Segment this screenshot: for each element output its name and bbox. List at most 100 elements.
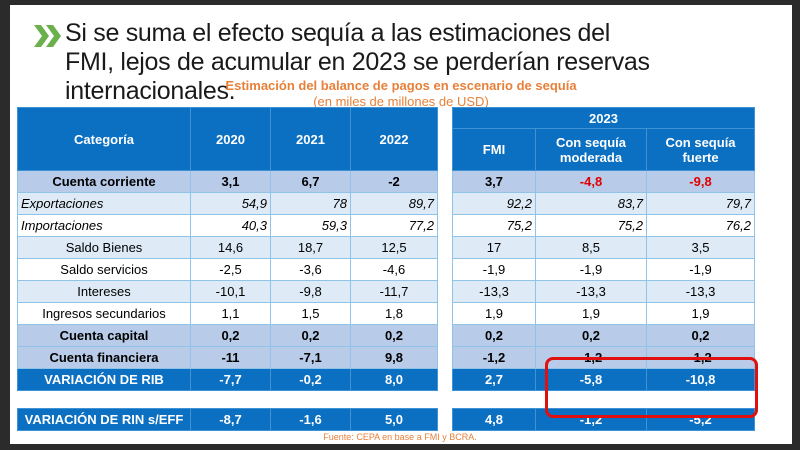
table-row: 75,2 75,2 76,2	[452, 214, 756, 237]
cell: -4,8	[535, 170, 647, 193]
cell: -5,8	[535, 368, 647, 391]
table-row: Exportaciones 54,9 78 89,7	[17, 192, 438, 215]
cell: -1,9	[452, 258, 536, 281]
cell: 17	[452, 236, 536, 259]
table-title: Estimación del balance de pagos en escen…	[225, 78, 577, 93]
row-label: Saldo Bienes	[17, 236, 191, 259]
cell: 4,8	[452, 408, 536, 431]
table-row	[17, 390, 438, 409]
table-units: (en miles de millones de USD)	[313, 94, 489, 109]
row-label: Exportaciones	[17, 192, 191, 215]
row-label: Importaciones	[17, 214, 191, 237]
cell: -0,2	[270, 368, 351, 391]
header-sequia-moderada: Con sequía moderada	[535, 128, 647, 171]
cell: 18,7	[270, 236, 351, 259]
cell: -11,7	[350, 280, 438, 303]
cell: 92,2	[452, 192, 536, 215]
cell: -13,3	[535, 280, 647, 303]
row-label: VARIACIÓN DE RIN s/EFF	[17, 408, 191, 431]
cell: -4,6	[350, 258, 438, 281]
header-fmi: FMI	[452, 128, 536, 171]
table-row: Importaciones 40,3 59,3 77,2	[17, 214, 438, 237]
cell: 54,9	[190, 192, 271, 215]
table-historical: Categoría 2020 2021 2022 Cuenta corrient…	[17, 107, 438, 431]
cell: 83,7	[535, 192, 647, 215]
cell: 79,7	[645, 192, 756, 215]
cell	[452, 390, 536, 409]
cell: -10,8	[645, 368, 756, 391]
cell: -2	[350, 170, 438, 193]
double-chevron-right-icon	[34, 25, 61, 47]
table-row: Saldo Bienes 14,6 18,7 12,5	[17, 236, 438, 259]
cell: 3,5	[645, 236, 756, 259]
table-row: Cuenta corriente 3,1 6,7 -2	[17, 170, 438, 193]
cell: 77,2	[350, 214, 438, 237]
cell: -1,6	[270, 408, 351, 431]
cell	[350, 390, 438, 409]
cell: 1,1	[190, 302, 271, 325]
cell: 0,2	[350, 324, 438, 347]
cell	[646, 390, 755, 409]
cell: 1,9	[645, 302, 756, 325]
row-label: Cuenta corriente	[17, 170, 191, 193]
slide-title: Si se suma el efecto sequía a las estima…	[65, 19, 650, 105]
cell: -1,9	[535, 258, 647, 281]
table-row: Intereses -10,1 -9,8 -11,7	[17, 280, 438, 303]
cell: -13,3	[645, 280, 756, 303]
table-row: Cuenta capital 0,2 0,2 0,2	[17, 324, 438, 347]
cell: -1,9	[645, 258, 756, 281]
table-row	[452, 390, 755, 409]
cell: 0,2	[645, 324, 756, 347]
header-2022: 2022	[350, 107, 438, 171]
cell: 8,5	[535, 236, 647, 259]
table-row: Saldo servicios -2,5 -3,6 -4,6	[17, 258, 438, 281]
cell: 1,5	[270, 302, 351, 325]
cell: 3,1	[190, 170, 271, 193]
header-sequia-fuerte: Con sequía fuerte	[645, 128, 756, 171]
table-row: 17 8,5 3,5	[452, 236, 756, 259]
cell: 0,2	[535, 324, 647, 347]
cell: -9,8	[270, 280, 351, 303]
cell: 0,2	[190, 324, 271, 347]
cell: -11	[190, 346, 271, 369]
cell: 8,0	[350, 368, 438, 391]
cell: 1,9	[535, 302, 647, 325]
cell: 6,7	[270, 170, 351, 193]
cell: -8,7	[190, 408, 271, 431]
cell: 3,7	[452, 170, 536, 193]
table-row: -13,3 -13,3 -13,3	[452, 280, 756, 303]
source-note: Fuente: CEPA en base a FMI y BCRA.	[323, 432, 477, 442]
cell: -7,7	[190, 368, 271, 391]
row-label: Ingresos secundarios	[17, 302, 191, 325]
cell: 75,2	[452, 214, 536, 237]
cell	[270, 390, 351, 409]
row-label: Saldo servicios	[17, 258, 191, 281]
cell: -3,6	[270, 258, 351, 281]
table-row: VARIACIÓN DE RIN s/EFF -8,7 -1,6 5,0	[17, 408, 438, 431]
table-row: Cuenta financiera -11 -7,1 9,8	[17, 346, 438, 369]
cell: 76,2	[645, 214, 756, 237]
cell: 78	[270, 192, 351, 215]
table-2023: 2023 FMI Con sequía moderada Con sequía …	[451, 107, 756, 431]
cell: -7,1	[270, 346, 351, 369]
table-row: 4,8 -1,2 -5,2	[452, 408, 756, 431]
cell: 0,2	[270, 324, 351, 347]
cell: -10,1	[190, 280, 271, 303]
row-label: Cuenta capital	[17, 324, 191, 347]
cell: 0,2	[452, 324, 536, 347]
header-2020: 2020	[190, 107, 271, 171]
row-label: VARIACIÓN DE RIB	[17, 368, 191, 391]
cell: 59,3	[270, 214, 351, 237]
cell	[535, 390, 647, 409]
table-row: 0,2 0,2 0,2	[452, 324, 756, 347]
cell: 2,7	[452, 368, 536, 391]
cell: -1,2	[452, 346, 536, 369]
table-row: 2,7 -5,8 -10,8	[452, 368, 756, 391]
cell: -9,8	[645, 170, 756, 193]
header-2021: 2021	[270, 107, 351, 171]
table-row: 1,9 1,9 1,9	[452, 302, 756, 325]
cell: -2,5	[190, 258, 271, 281]
cell: 40,3	[190, 214, 271, 237]
cell: 14,6	[190, 236, 271, 259]
row-label: Intereses	[17, 280, 191, 303]
